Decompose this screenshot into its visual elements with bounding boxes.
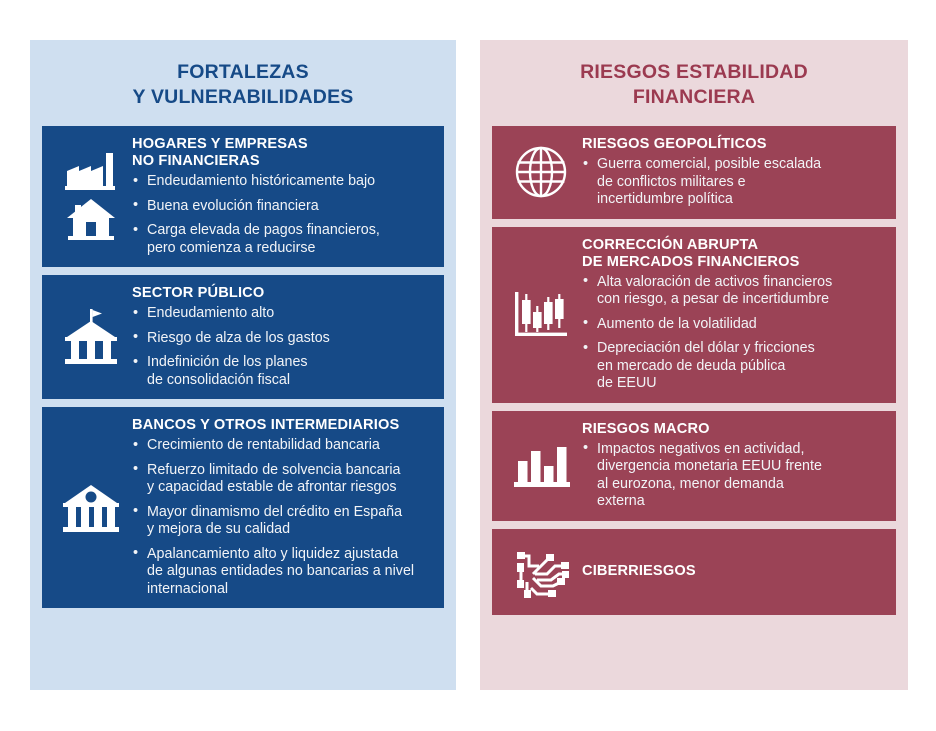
card-icons xyxy=(502,443,580,489)
card-heading: CORRECCIÓN ABRUPTA DE MERCADOS FINANCIER… xyxy=(582,237,882,271)
bullet-list: Crecimiento de rentabilidad bancaria Ref… xyxy=(132,437,430,598)
card-content: CIBERRIESGOS xyxy=(580,563,882,580)
card-icons xyxy=(52,152,130,241)
card-ciberriesgos[interactable]: CIBERRIESGOS xyxy=(492,528,896,615)
card-correccion-mercados[interactable]: CORRECCIÓN ABRUPTA DE MERCADOS FINANCIER… xyxy=(492,226,896,403)
card-riesgos-macro[interactable]: RIESGOS MACRO Impactos negativos en acti… xyxy=(492,410,896,521)
heading-line-1: RIESGOS MACRO xyxy=(582,420,710,437)
card-heading: CIBERRIESGOS xyxy=(582,563,696,580)
left-title-line-1: FORTALEZAS xyxy=(177,61,309,83)
card-icons xyxy=(502,544,580,600)
globe-icon xyxy=(513,144,569,200)
bank-icon xyxy=(59,479,123,537)
list-item: Buena evolución financiera xyxy=(132,197,430,216)
card-icons xyxy=(502,288,580,342)
card-heading: SECTOR PÚBLICO xyxy=(132,285,430,302)
candlestick-chart-icon xyxy=(511,288,571,342)
heading-line-1: HOGARES Y EMPRESAS xyxy=(132,136,308,152)
cyber-circuit-icon xyxy=(511,544,571,600)
heading-line-2: DE MERCADOS FINANCIEROS xyxy=(582,253,800,270)
card-icons xyxy=(502,144,580,200)
government-building-icon xyxy=(60,307,122,367)
card-heading: BANCOS Y OTROS INTERMEDIARIOS xyxy=(132,417,430,434)
bullet-list: Impactos negativos en actividad, diverge… xyxy=(582,440,882,511)
heading-line-2: NO FINANCIERAS xyxy=(132,153,260,169)
card-icons xyxy=(52,479,130,537)
card-content: HOGARES Y EMPRESAS NO FINANCIERAS Endeud… xyxy=(130,136,430,257)
card-bancos-intermediarios[interactable]: BANCOS Y OTROS INTERMEDIARIOS Crecimient… xyxy=(42,407,444,608)
heading-line-1: RIESGOS GEOPOLÍTICOS xyxy=(582,136,767,152)
list-item: Mayor dinamismo del crédito en España y … xyxy=(132,503,430,539)
list-item: Depreciación del dólar y fricciones en m… xyxy=(582,340,882,393)
list-item: Carga elevada de pagos financieros, pero… xyxy=(132,222,430,257)
left-title-line-2: Y VULNERABILIDADES xyxy=(132,86,354,108)
bullet-list: Guerra comercial, posible escalada de co… xyxy=(582,156,882,209)
card-content: CORRECCIÓN ABRUPTA DE MERCADOS FINANCIER… xyxy=(580,237,882,393)
list-item: Impactos negativos en actividad, diverge… xyxy=(582,440,882,511)
heading-line-1: CORRECCIÓN ABRUPTA xyxy=(582,236,759,253)
bullet-list: Endeudamiento alto Riesgo de alza de los… xyxy=(132,305,430,389)
list-item: Riesgo de alza de los gastos xyxy=(132,329,430,348)
list-item: Endeudamiento históricamente bajo xyxy=(132,173,430,191)
card-content: RIESGOS GEOPOLÍTICOS Guerra comercial, p… xyxy=(580,136,882,209)
card-content: SECTOR PÚBLICO Endeudamiento alto Riesgo… xyxy=(130,285,430,389)
list-item: Crecimiento de rentabilidad bancaria xyxy=(132,437,430,455)
card-hogares-y-empresas[interactable]: HOGARES Y EMPRESAS NO FINANCIERAS Endeud… xyxy=(42,126,444,267)
bullet-list: Endeudamiento históricamente bajo Buena … xyxy=(132,173,430,257)
bar-chart-icon xyxy=(512,443,570,489)
card-icons xyxy=(52,307,130,367)
right-title-line-1: RIESGOS ESTABILIDAD xyxy=(580,61,808,83)
list-item: Refuerzo limitado de solvencia bancaria … xyxy=(132,461,430,497)
left-column-title: FORTALEZAS Y VULNERABILIDADES xyxy=(42,40,444,126)
card-heading: RIESGOS MACRO xyxy=(582,421,882,438)
right-title-line-2: FINANCIERA xyxy=(632,86,756,108)
list-item: Guerra comercial, posible escalada de co… xyxy=(582,156,882,209)
heading-line-1: BANCOS Y OTROS INTERMEDIARIOS xyxy=(132,417,400,433)
right-column-riesgos: RIESGOS ESTABILIDAD FINANCIERA xyxy=(480,40,908,690)
heading-line-1: CIBERRIESGOS xyxy=(582,563,696,579)
list-item: Apalancamiento alto y liquidez ajustada … xyxy=(132,545,430,599)
card-heading: HOGARES Y EMPRESAS NO FINANCIERAS xyxy=(132,136,430,170)
list-item: Indefinición de los planes de consolidac… xyxy=(132,354,430,389)
list-item: Aumento de la volatilidad xyxy=(582,315,882,334)
factory-icon xyxy=(65,152,117,191)
house-icon xyxy=(65,197,117,241)
list-item: Endeudamiento alto xyxy=(132,305,430,323)
card-content: RIESGOS MACRO Impactos negativos en acti… xyxy=(580,421,882,511)
card-heading: RIESGOS GEOPOLÍTICOS xyxy=(582,136,882,153)
right-column-title: RIESGOS ESTABILIDAD FINANCIERA xyxy=(492,40,896,126)
list-item: Alta valoración de activos financieros c… xyxy=(582,273,882,309)
heading-line-1: SECTOR PÚBLICO xyxy=(132,285,265,301)
card-riesgos-geopoliticos[interactable]: RIESGOS GEOPOLÍTICOS Guerra comercial, p… xyxy=(492,126,896,219)
left-column-fortalezas: FORTALEZAS Y VULNERABILIDADES xyxy=(30,40,456,690)
card-sector-publico[interactable]: SECTOR PÚBLICO Endeudamiento alto Riesgo… xyxy=(42,275,444,399)
card-content: BANCOS Y OTROS INTERMEDIARIOS Crecimient… xyxy=(130,417,430,598)
bullet-list: Alta valoración de activos financieros c… xyxy=(582,273,882,393)
